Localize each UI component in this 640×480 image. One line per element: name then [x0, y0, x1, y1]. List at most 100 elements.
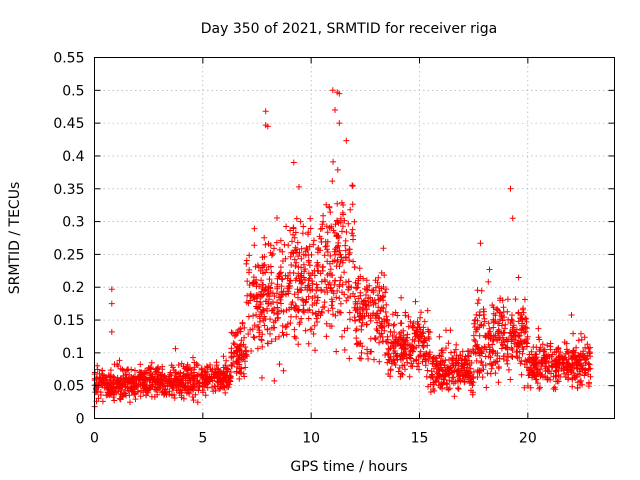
data-point [331, 257, 338, 264]
data-point [526, 351, 533, 358]
data-point [428, 372, 435, 379]
data-point [330, 227, 337, 234]
data-point [221, 374, 228, 381]
data-point [508, 345, 515, 352]
data-point [297, 218, 304, 225]
data-point [352, 327, 359, 334]
data-point [405, 313, 412, 320]
data-point [451, 393, 458, 400]
data-point [384, 333, 391, 340]
data-point [209, 384, 215, 391]
data-point [146, 385, 153, 392]
data-point [312, 311, 319, 318]
data-point [228, 329, 235, 336]
data-point [143, 369, 150, 376]
data-point [372, 277, 379, 284]
data-point [135, 380, 142, 386]
data-point [268, 280, 275, 287]
data-point [539, 341, 546, 348]
data-point [453, 352, 460, 359]
data-point [314, 267, 321, 274]
data-point [533, 376, 540, 383]
data-point [238, 337, 245, 344]
data-point [337, 300, 344, 307]
data-point [407, 318, 414, 325]
data-point [467, 365, 474, 372]
data-point [468, 359, 475, 366]
data-point [314, 284, 321, 291]
data-point [469, 382, 476, 389]
data-point [148, 374, 154, 381]
data-point [140, 381, 146, 388]
data-point [252, 279, 258, 286]
data-point [477, 321, 484, 328]
data-point [292, 263, 299, 270]
data-point [568, 353, 575, 360]
data-point [237, 342, 244, 349]
data-point [329, 87, 336, 94]
data-point [420, 330, 427, 337]
data-point [578, 330, 584, 337]
data-point [222, 389, 229, 396]
data-point [377, 333, 384, 340]
x-tick-label: 5 [198, 431, 207, 447]
data-point [184, 380, 191, 387]
data-point [521, 384, 528, 391]
data-point [192, 391, 199, 398]
data-point [268, 252, 275, 259]
data-point [569, 383, 576, 390]
data-point [302, 284, 309, 291]
data-point [331, 248, 338, 255]
data-point [245, 300, 252, 307]
data-point [495, 326, 502, 333]
data-point [401, 362, 408, 369]
data-point [325, 281, 332, 288]
data-point [387, 328, 394, 335]
data-point [260, 307, 267, 314]
data-point [328, 296, 335, 303]
data-point [438, 353, 445, 360]
data-point [337, 258, 344, 265]
data-point [327, 209, 334, 216]
data-point [355, 295, 362, 302]
data-point [333, 294, 340, 301]
data-point [475, 296, 482, 303]
data-point [352, 307, 359, 314]
data-point [358, 355, 365, 362]
data-point [298, 245, 305, 252]
data-point [327, 252, 334, 259]
data-point [298, 287, 305, 294]
data-point [265, 300, 272, 307]
data-point [504, 360, 511, 367]
data-point [449, 369, 456, 376]
data-point [586, 365, 593, 372]
data-point [510, 332, 517, 339]
data-point [361, 313, 368, 320]
data-point [473, 311, 480, 318]
data-point [251, 334, 258, 341]
y-tick-label: 0.2 [62, 280, 84, 296]
data-point [336, 295, 343, 302]
data-point [148, 393, 155, 400]
data-point [259, 331, 266, 338]
data-point [492, 370, 499, 377]
data-point [259, 343, 266, 350]
data-point [309, 270, 316, 277]
data-point [349, 182, 356, 189]
data-point [508, 336, 515, 342]
data-point [209, 377, 216, 384]
data-point [293, 313, 300, 320]
data-point [494, 305, 501, 312]
data-point [256, 333, 263, 340]
data-point [123, 367, 130, 374]
data-point [286, 282, 293, 289]
data-point [549, 358, 556, 365]
data-point [291, 305, 298, 312]
data-point [492, 359, 499, 366]
data-point [213, 359, 220, 366]
data-point [365, 355, 372, 362]
data-point [551, 384, 558, 391]
data-point [390, 340, 397, 347]
data-point [384, 317, 391, 324]
data-point [183, 373, 189, 380]
